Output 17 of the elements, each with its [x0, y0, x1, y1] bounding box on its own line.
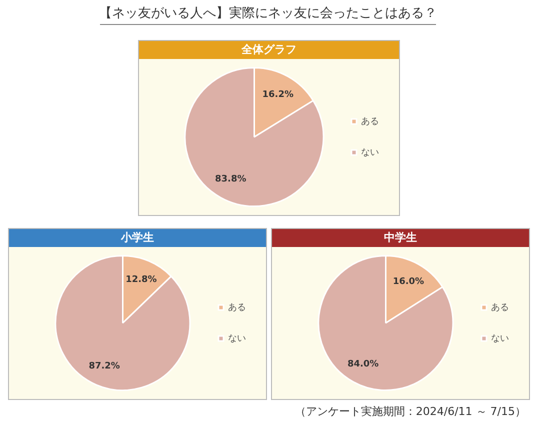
text: 【ネッ友がいる人へ】実際にネッ友に会ったことはある？ [98, 5, 438, 22]
legend-label: ない [228, 334, 246, 344]
data-label: 87.2% [88, 362, 120, 372]
data-label: 83.8% [215, 174, 246, 185]
legend-label: ない [491, 334, 509, 344]
data-label: 16.2% [262, 90, 294, 100]
text: （アンケート実施期間：2024/6/11 ～ 7/15） [294, 404, 526, 419]
chart-title: 中学生 [272, 229, 529, 247]
legend-label: ない [361, 148, 379, 158]
chart-title: 小学生 [9, 229, 266, 247]
data-label: 16.0% [392, 277, 424, 288]
legend-label: ある [228, 302, 246, 313]
legend-label: ある [491, 302, 509, 313]
legend-label: ある [361, 116, 379, 127]
data-label: 12.8% [126, 275, 157, 286]
chart-title: 全体グラフ [139, 41, 399, 59]
data-label: 84.0% [347, 360, 379, 370]
